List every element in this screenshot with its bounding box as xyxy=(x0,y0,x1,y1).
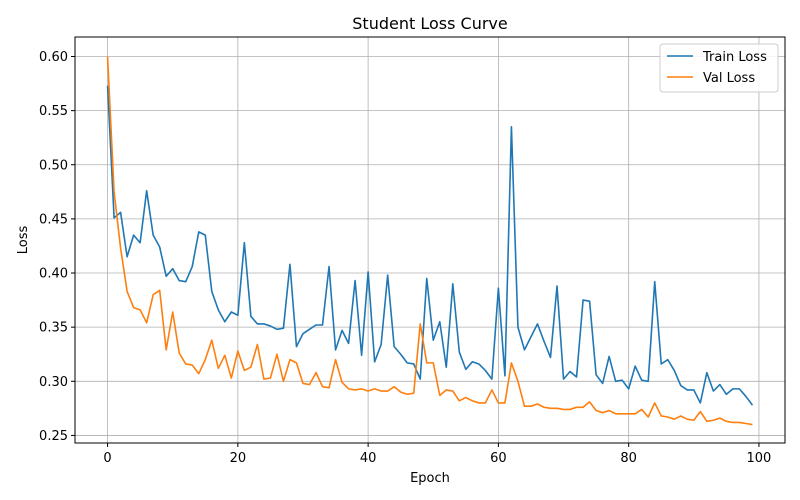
y-tick-label: 0.60 xyxy=(39,50,68,65)
series-line-train-loss xyxy=(106,85,754,406)
legend-label-train-loss: Train Loss xyxy=(702,50,767,65)
y-tick-label: 0.35 xyxy=(39,321,68,336)
y-tick-label: 0.30 xyxy=(39,375,68,390)
series-line-val-loss xyxy=(106,56,753,426)
x-tick-label: 100 xyxy=(747,451,772,466)
plot-area-frame xyxy=(74,36,786,444)
chart-title: Student Loss Curve xyxy=(352,14,507,33)
legend: Train Loss Val Loss xyxy=(659,43,779,93)
y-axis-label: Loss xyxy=(16,226,31,255)
x-tick-label: 20 xyxy=(230,451,247,466)
y-tick-label: 0.25 xyxy=(39,429,68,444)
y-tick-label: 0.40 xyxy=(39,267,68,282)
x-axis-label: Epoch xyxy=(410,471,450,486)
y-axis-ticks: 0.25 0.30 0.35 0.40 0.45 0.50 0.55 0.60 xyxy=(39,50,75,444)
x-tick-label: 0 xyxy=(103,451,111,466)
y-tick-label: 0.45 xyxy=(39,212,68,227)
y-tick-label: 0.55 xyxy=(39,104,68,119)
x-tick-label: 40 xyxy=(360,451,377,466)
x-axis-ticks: 0 20 40 60 80 100 xyxy=(103,443,771,466)
y-tick-label: 0.50 xyxy=(39,158,68,173)
x-tick-label: 80 xyxy=(620,451,637,466)
series-lines xyxy=(106,56,754,426)
x-tick-label: 60 xyxy=(490,451,507,466)
legend-label-val-loss: Val Loss xyxy=(703,71,755,86)
